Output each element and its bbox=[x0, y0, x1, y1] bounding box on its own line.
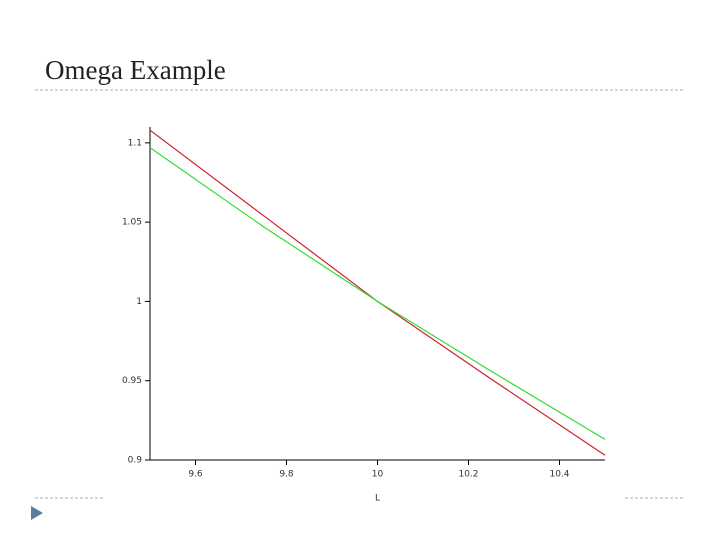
y-tick-label: 0.9 bbox=[128, 456, 143, 466]
slide-title: Omega Example bbox=[45, 55, 226, 85]
x-tick-label: 9.6 bbox=[188, 470, 203, 480]
bullet bbox=[31, 506, 43, 520]
y-tick-label: 1 bbox=[136, 297, 142, 307]
x-tick-label: 10.4 bbox=[549, 470, 569, 480]
y-tick-label: 1.1 bbox=[128, 138, 142, 148]
series-line bbox=[149, 147, 606, 440]
x-tick-label: 9.8 bbox=[279, 470, 294, 480]
x-tick-label: 10 bbox=[372, 470, 384, 480]
series-line bbox=[149, 129, 606, 456]
y-tick-label: 0.95 bbox=[122, 376, 142, 386]
chart: 0.9 0.95 1 1.05 1.1 9.6 9.8 10 10.2 10.4 L bbox=[122, 127, 606, 504]
x-tick-label: 10.2 bbox=[458, 470, 478, 480]
x-axis-label: L bbox=[375, 494, 380, 504]
y-tick-label: 1.05 bbox=[122, 218, 142, 228]
